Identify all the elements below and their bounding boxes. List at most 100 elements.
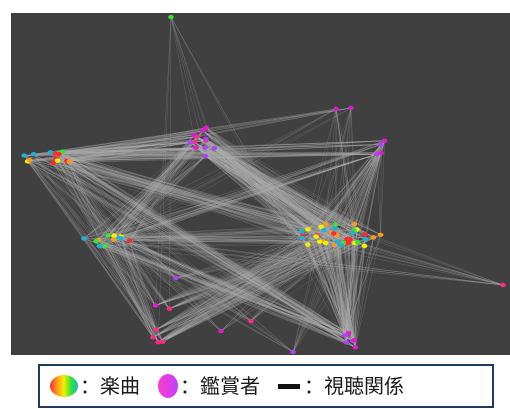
edge-line [190, 142, 302, 232]
edge-line [169, 241, 338, 309]
edge-line [120, 236, 504, 286]
edge-line [307, 229, 347, 343]
edge-line [50, 108, 337, 153]
edge-line [162, 241, 320, 342]
edge-line [205, 140, 358, 230]
edge-line [56, 140, 385, 159]
edge-line [204, 147, 318, 236]
edge-line [33, 152, 382, 155]
edge-line [190, 142, 358, 230]
edge-line [193, 141, 318, 236]
edge-line [195, 147, 366, 235]
edge-line [98, 147, 197, 241]
edge-line [155, 236, 317, 330]
edge-line [107, 235, 326, 244]
edge-line [169, 235, 337, 309]
song-node [298, 228, 305, 234]
edge-line [27, 161, 347, 240]
edge-line [325, 224, 346, 336]
edge-line [155, 232, 354, 330]
edge-line [29, 147, 206, 161]
edge-line [205, 140, 303, 237]
edge-line [193, 134, 358, 230]
edge-line [155, 228, 335, 306]
edge-line [29, 159, 353, 234]
edge-line [337, 152, 382, 242]
edge-line [162, 234, 366, 342]
edge-line [59, 138, 206, 154]
edge-line [62, 151, 349, 334]
song-node [56, 151, 62, 157]
edge-line [205, 140, 334, 234]
edge-line [170, 16, 207, 141]
edge-line [55, 158, 504, 286]
edge-line [27, 161, 122, 239]
edge-line [27, 161, 177, 279]
edge-line [350, 107, 355, 225]
edge-line [120, 134, 195, 239]
edge-line [205, 155, 334, 234]
edge-line [27, 144, 381, 162]
song-node [322, 221, 329, 227]
edge-line [98, 223, 355, 241]
edge-line [113, 239, 163, 342]
edge-line [196, 136, 322, 228]
edge-line [155, 241, 324, 306]
edge-line [59, 142, 191, 154]
edge-line [114, 138, 207, 236]
edge-line [53, 162, 346, 336]
edge-line [114, 142, 191, 236]
viewer-node [348, 105, 354, 111]
edge-line [59, 140, 206, 154]
edge-line [193, 134, 309, 245]
edge-line [114, 130, 204, 236]
edge-line [205, 127, 336, 225]
edge-line [158, 242, 349, 343]
edge-line [204, 147, 365, 247]
edge-line [56, 147, 215, 159]
edge-line [98, 239, 294, 353]
edge-line [53, 162, 347, 240]
edge-line [301, 237, 346, 336]
edge-line [95, 141, 195, 242]
edge-line [29, 144, 381, 161]
viewer-node [193, 145, 199, 150]
edge-line [114, 235, 303, 239]
edge-line [24, 155, 154, 338]
edge-line [170, 16, 347, 343]
edge-line [120, 238, 156, 306]
edge-line [315, 236, 349, 334]
edge-line [55, 158, 341, 246]
edge-line [114, 108, 337, 236]
edge-line [155, 238, 366, 330]
edge-line [117, 236, 349, 334]
edge-line [292, 241, 338, 353]
edge-line [205, 127, 355, 244]
edge-line [152, 238, 366, 338]
edge-line [62, 136, 197, 152]
edge-line [27, 161, 156, 306]
edge-line [319, 241, 504, 286]
edge-line [301, 140, 385, 239]
edge-line [117, 127, 207, 238]
edge-line [339, 140, 385, 246]
edge-line [155, 226, 322, 306]
edge-line [195, 147, 374, 238]
edge-line [195, 147, 335, 245]
edge-line [214, 148, 374, 238]
edge-line [54, 153, 222, 332]
edge-line [99, 241, 358, 247]
edge-line [333, 233, 345, 336]
edge-line [54, 153, 338, 242]
edge-line [190, 142, 358, 243]
edge-line [196, 136, 302, 232]
edge-line [59, 153, 353, 234]
edge-line [99, 234, 366, 247]
edge-line [307, 154, 377, 245]
edge-line [29, 159, 332, 234]
edge-line [307, 244, 347, 343]
edge-line [107, 148, 215, 236]
edge-line [58, 153, 356, 348]
edge-line [344, 239, 366, 336]
edge-line [157, 244, 335, 343]
